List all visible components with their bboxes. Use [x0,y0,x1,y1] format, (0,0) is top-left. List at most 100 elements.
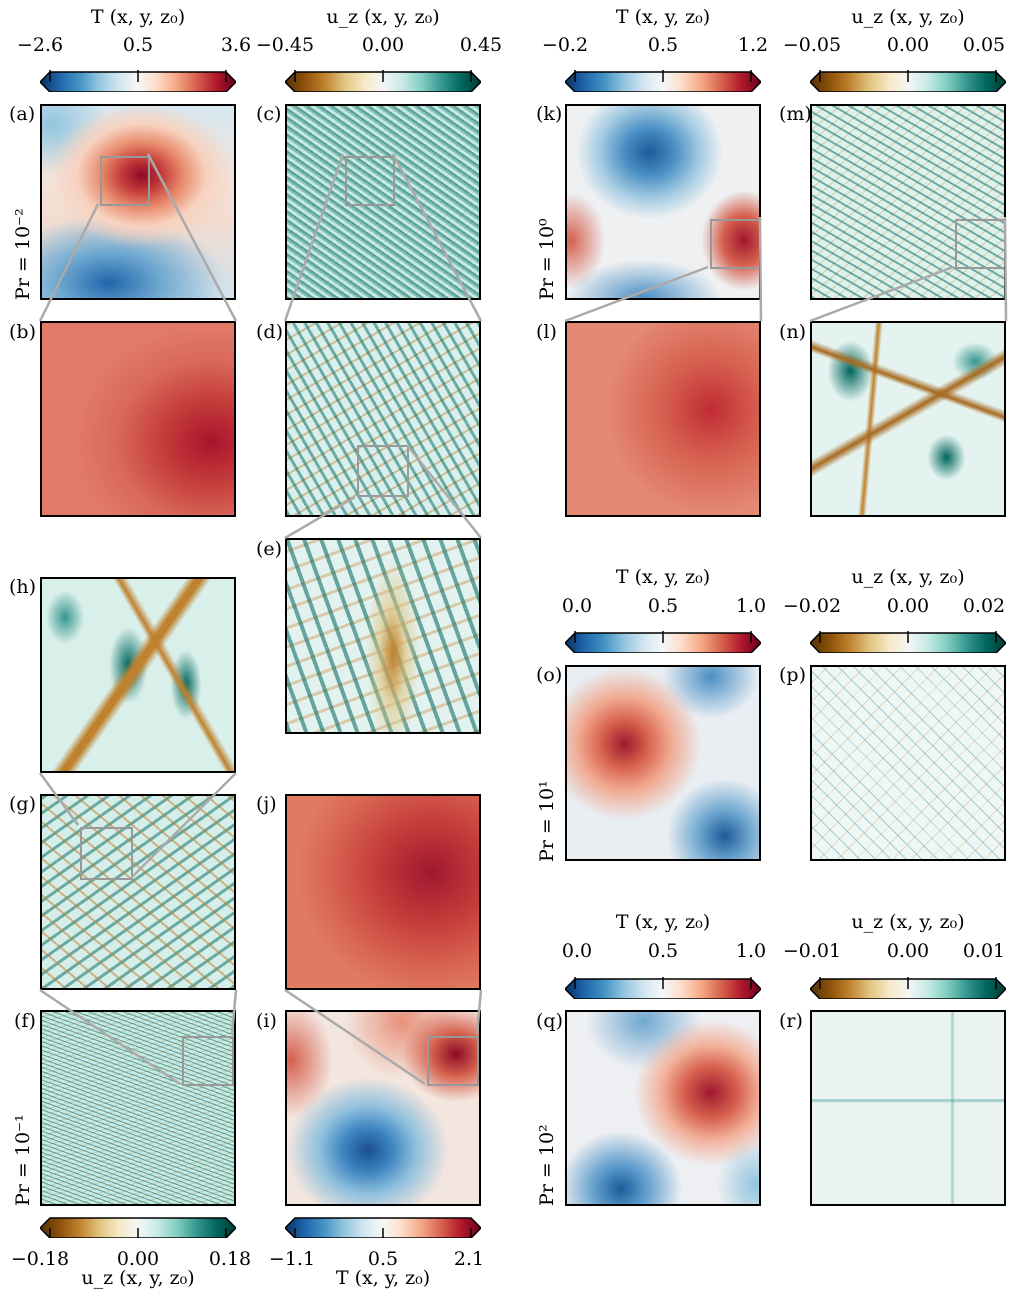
colorbar-r-label: u_z (x, y, z₀) [851,911,965,933]
connector-k-l-right [758,216,763,322]
panel-d-velocity-zoom [285,321,481,517]
panel-label-l: (l) [536,321,557,343]
colorbar-q-tick-max: 1.0 [735,940,767,962]
colorbar-c-tick-min: −0.45 [255,34,315,56]
connector-m-n-left [809,265,954,323]
panel-label-f: (f) [14,1010,36,1032]
colorbar-q-tick-mid: 0.5 [647,940,679,962]
panel-p-velocity [810,665,1006,861]
panel-e-velocity-zoom [285,538,481,734]
panel-g-velocity-zoom [40,794,236,990]
connector-a-b-left [38,203,100,322]
connector-i-j-left [284,988,426,1086]
colorbar-m-label: u_z (x, y, z₀) [851,6,965,28]
panel-o-temperature [565,665,761,861]
panel-label-p: (p) [779,664,806,686]
panel-label-o: (o) [536,664,563,686]
colorbar-i-label: T (x, y, z₀) [335,1267,431,1289]
colorbar-m [810,70,1006,92]
colorbar-i-tick-mid: 0.5 [367,1248,399,1270]
colorbar-m-tick-min: −0.05 [782,34,842,56]
colorbar-c-tick-max: 0.45 [459,34,503,56]
panel-j-temperature-zoom [285,794,481,990]
colorbar-f-tick-mid: 0.00 [116,1248,160,1270]
panel-label-h: (h) [9,576,37,598]
panel-h-velocity-zoom [40,577,236,773]
colorbar-o [565,631,761,653]
panel-label-i: (i) [256,1010,277,1032]
panel-i-temperature [285,1010,481,1206]
connector-c-d-right [391,153,483,322]
zoom-box-c [345,156,395,206]
panel-label-j: (j) [256,793,277,815]
panel-label-e: (e) [256,538,283,560]
colorbar-q [565,977,761,999]
colorbar-a-label: T (x, y, z₀) [90,6,186,28]
connector-i-j-right [475,989,483,1035]
zoom-box-k [710,219,759,269]
panel-a-temperature [40,104,236,300]
connector-g-h-left [38,772,80,826]
colorbar-o-tick-min: 0.0 [561,595,593,617]
colorbar-r-tick-max: 0.01 [962,940,1006,962]
panel-c-velocity [285,104,481,300]
panel-label-g: (g) [9,793,36,815]
connector-f-g-right [230,989,238,1035]
colorbar-a-tick-mid: 0.5 [122,34,154,56]
colorbar-o-label: T (x, y, z₀) [615,566,711,588]
colorbar-p-label: u_z (x, y, z₀) [851,566,965,588]
colorbar-r-tick-min: −0.01 [782,940,842,962]
zoom-box-f [182,1036,234,1086]
panel-b-temperature-zoom [40,321,236,517]
colorbar-r-tick-mid: 0.00 [886,940,930,962]
colorbar-q-label: T (x, y, z₀) [615,911,711,933]
colorbar-c-label: u_z (x, y, z₀) [326,6,440,28]
colorbar-k-label: T (x, y, z₀) [615,6,711,28]
zoom-box-d [357,445,409,497]
colorbar-p-tick-min: −0.02 [782,595,842,617]
colorbar-f-label: u_z (x, y, z₀) [81,1267,195,1289]
colorbar-m-tick-max: 0.05 [962,34,1006,56]
colorbar-p [810,631,1006,653]
panel-label-a: (a) [9,103,36,125]
panel-n-velocity-zoom [810,321,1006,517]
colorbar-a-tick-max: 3.6 [220,34,252,56]
colorbar-k-tick-mid: 0.5 [647,34,679,56]
panel-label-m: (m) [779,103,812,125]
colorbar-p-tick-mid: 0.00 [886,595,930,617]
colorbar-q-tick-min: 0.0 [561,940,593,962]
panel-label-r: (r) [779,1010,803,1032]
zoom-box-i [427,1036,479,1086]
connector-d-e-right [406,444,482,539]
colorbar-f-tick-max: 0.18 [208,1248,252,1270]
colorbar-a-tick-min: −2.6 [16,34,64,56]
connector-c-d-left [283,153,345,322]
panel-l-temperature-zoom [565,321,761,517]
colorbar-r [810,977,1006,999]
panel-k-temperature [565,104,761,300]
panel-label-k: (k) [536,103,563,125]
connector-a-b-right [146,153,238,322]
zoom-box-a [100,156,150,206]
connector-m-n-right [1003,216,1008,322]
colorbar-f [40,1217,236,1238]
colorbar-c [285,70,481,92]
colorbar-k-tick-min: −0.2 [541,34,589,56]
panel-q-temperature [565,1010,761,1206]
colorbar-k-tick-max: 1.2 [737,34,769,56]
panel-f-velocity [40,1010,236,1206]
zoom-box-m [955,219,1004,269]
colorbar-o-tick-max: 1.0 [735,595,767,617]
connector-g-h-right [130,772,237,879]
panel-label-n: (n) [779,321,807,343]
panel-r-velocity [810,1010,1006,1206]
colorbar-k [565,70,761,92]
colorbar-a [40,70,236,92]
connector-k-l-left [564,265,709,323]
colorbar-c-tick-mid: 0.00 [361,34,405,56]
panel-m-velocity [810,104,1006,300]
panel-label-c: (c) [256,103,282,125]
colorbar-p-tick-max: 0.02 [962,595,1006,617]
panel-label-d: (d) [256,321,283,343]
